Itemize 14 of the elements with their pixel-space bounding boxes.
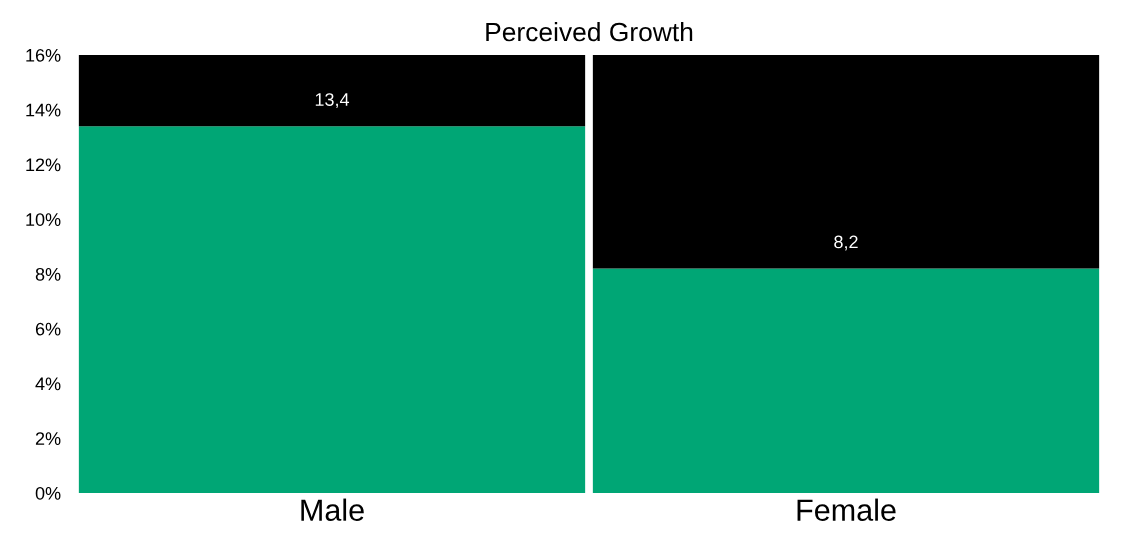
y-tick-label: 6% (35, 322, 61, 336)
y-tick-label: 0% (35, 486, 61, 500)
y-tick-label: 16% (26, 48, 61, 62)
data-label: 13,4 (315, 93, 350, 109)
chart-title: Perceived Growth (486, 21, 693, 42)
data-label: 8,2 (834, 235, 858, 251)
x-tick-label: Male (301, 498, 364, 521)
y-tick-label: 12% (26, 158, 61, 172)
x-tick-label: Female (797, 498, 896, 521)
y-tick-label: 10% (26, 213, 61, 226)
y-tick-label: 14% (26, 103, 61, 117)
y-tick-label: 4% (35, 377, 61, 391)
y-tick-label: 2% (35, 432, 61, 445)
y-tick-label: 8% (35, 267, 61, 281)
